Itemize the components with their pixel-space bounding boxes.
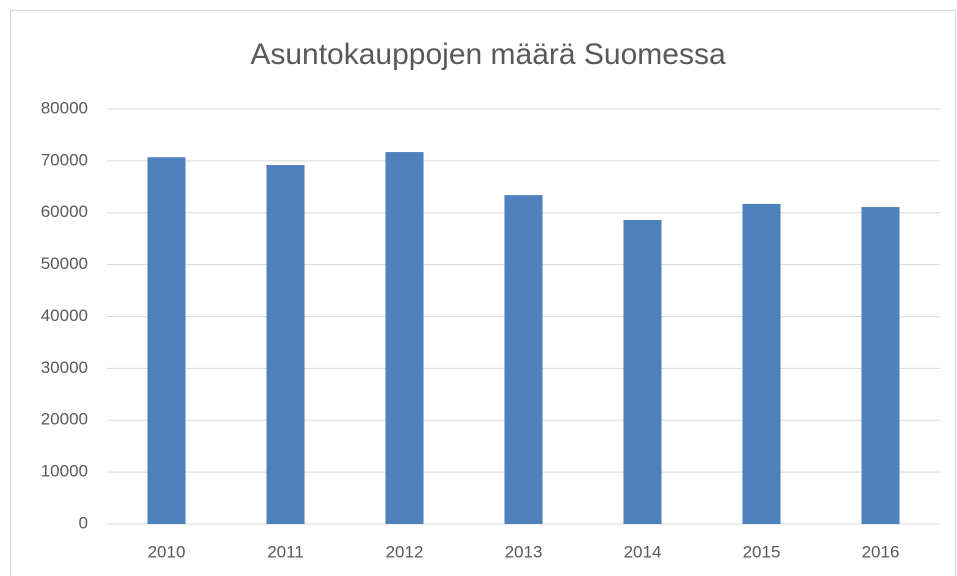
bar (147, 157, 186, 524)
x-tick-label: 2015 (743, 542, 781, 561)
x-tick-label: 2016 (862, 542, 900, 561)
y-tick-label: 60000 (41, 202, 88, 221)
y-tick-label: 40000 (41, 306, 88, 325)
x-tick-label: 2013 (505, 542, 543, 561)
bar (504, 195, 543, 525)
bar (385, 152, 424, 524)
bar (623, 220, 662, 524)
bar (266, 165, 305, 524)
bar (742, 203, 781, 524)
y-tick-label: 70000 (41, 150, 88, 169)
x-tick-label: 2012 (386, 542, 424, 561)
y-tick-label: 30000 (41, 358, 88, 377)
x-tick-label: 2014 (624, 542, 662, 561)
y-tick-label: 50000 (41, 254, 88, 273)
y-tick-label: 0 (79, 513, 88, 532)
x-tick-label: 2010 (148, 542, 186, 561)
y-tick-label: 80000 (41, 98, 88, 117)
y-tick-label: 20000 (41, 410, 88, 429)
x-tick-label: 2011 (267, 542, 304, 561)
y-tick-label: 10000 (41, 462, 88, 481)
bar (861, 207, 900, 524)
chart-title: Asuntokauppojen määrä Suomessa (250, 38, 726, 71)
